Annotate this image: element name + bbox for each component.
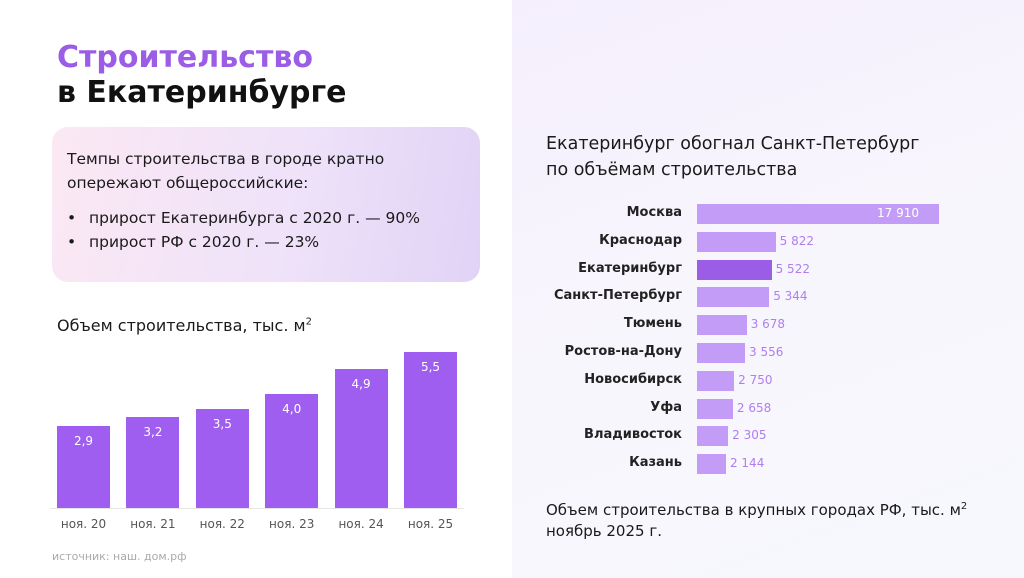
category-label: Казань	[629, 455, 682, 471]
category-label: Новосибирск	[584, 371, 682, 387]
x-tick-label: ноя. 21	[130, 517, 176, 531]
bar	[57, 425, 110, 508]
chart-title-text: Объем строительства, тыс. м	[57, 316, 306, 335]
category-label: Екатеринбург	[578, 260, 682, 276]
bullet-text: прирост Екатеринбурга с 2020 г. — 90%	[89, 209, 420, 227]
category-label: Уфа	[650, 399, 682, 415]
data-label: 3,5	[212, 416, 232, 431]
x-tick-label: ноя. 20	[60, 517, 107, 531]
bullet-text: прирост РФ с 2020 г. — 23%	[89, 233, 320, 251]
bar	[126, 417, 180, 508]
bar	[195, 408, 249, 508]
x-tick-label: ноя. 23	[269, 517, 315, 531]
chart-footnote: Объем строительства в крупных городах РФ…	[546, 496, 967, 542]
data-label: 2 750	[738, 372, 773, 387]
footnote-text: Объем строительства в крупных городах РФ…	[546, 501, 961, 519]
data-label: 5 344	[773, 289, 808, 304]
card-text: Темпы строительства в городе кратно опер…	[67, 150, 385, 192]
x-tick-label: ноя. 25	[407, 517, 454, 531]
data-label: 3,2	[143, 425, 163, 440]
info-card: Темпы строительства в городе кратно опер…	[52, 127, 480, 282]
footnote-sup: 2	[960, 501, 968, 512]
bar	[697, 398, 733, 419]
card-bullet: • прирост РФ с 2020 г. — 23%	[67, 230, 319, 254]
category-label: Москва	[626, 205, 682, 220]
data-label: 2 144	[729, 456, 765, 471]
bar	[697, 231, 776, 252]
category-label: Тюмень	[623, 316, 682, 332]
bar	[697, 370, 735, 391]
x-tick-label: ноя. 22	[199, 517, 245, 531]
chart-title: Объем строительства, тыс. м2	[57, 316, 312, 335]
data-label: 2 305	[732, 428, 767, 443]
bar	[697, 259, 772, 280]
data-label: 2 658	[736, 400, 772, 415]
data-label: 2,9	[73, 433, 94, 448]
x-tick-label: ноя. 24	[338, 517, 384, 531]
bar	[697, 454, 726, 475]
bar	[697, 287, 770, 308]
bar	[404, 351, 457, 508]
chart-title-line: Екатеринбург обогнал Санкт-Петербург	[546, 134, 920, 154]
bar	[697, 204, 939, 224]
footnote-date: ноябрь 2025 г.	[546, 522, 662, 540]
bar	[697, 315, 747, 336]
bar	[334, 368, 388, 508]
data-label: 4,9	[351, 376, 371, 391]
bar	[697, 343, 746, 363]
bullet-icon: •	[67, 209, 77, 227]
data-label: 3 678	[750, 317, 786, 332]
category-label: Владивосток	[584, 427, 682, 443]
bar	[697, 426, 729, 447]
data-label: 5,5	[420, 359, 441, 374]
bar	[265, 394, 319, 508]
page-subtitle: в Екатеринбурге	[57, 75, 347, 110]
data-label: 3 556	[749, 345, 784, 359]
source-note: источник: наш. дом.рф	[52, 550, 187, 563]
data-label: 17 910	[877, 206, 919, 220]
category-label: Краснодар	[599, 232, 682, 248]
card-bullet: • прирост Екатеринбурга с 2020 г. — 90%	[67, 206, 420, 230]
x-axis-line	[50, 508, 464, 509]
data-label: 5 522	[775, 261, 810, 276]
data-label: 5 822	[779, 233, 815, 248]
bullet-icon: •	[67, 233, 77, 251]
chart-title: Екатеринбург обогнал Санкт-Петербург по о…	[546, 131, 919, 183]
category-label: Санкт-Петербург	[553, 288, 682, 304]
data-label: 4,0	[282, 402, 302, 417]
page-title: Строительство	[57, 40, 313, 75]
chart-title-sup: 2	[305, 316, 312, 328]
chart-title-line: по объёмам строительства	[546, 160, 798, 180]
category-label: Ростов-на-Дону	[564, 344, 682, 359]
